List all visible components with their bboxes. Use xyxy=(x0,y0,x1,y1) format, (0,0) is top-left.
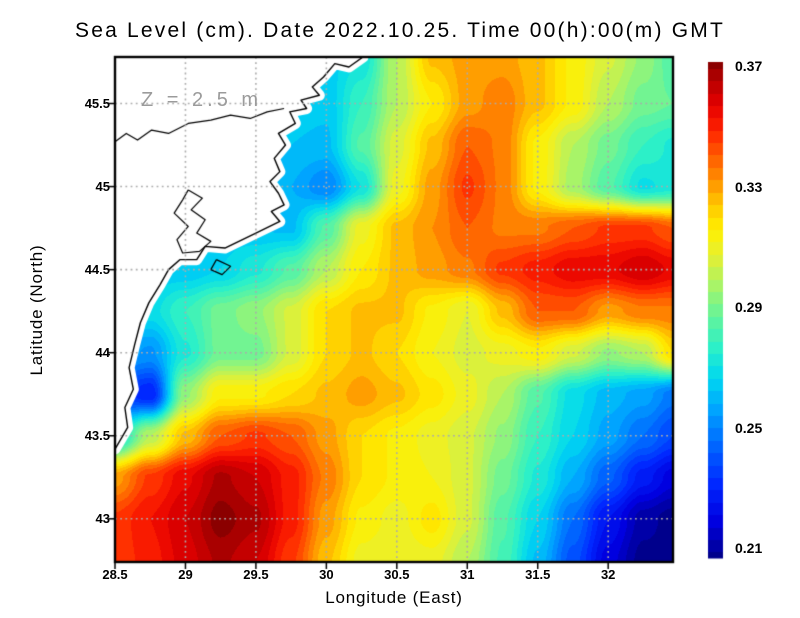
colorbar-tick-label: 0.29 xyxy=(735,299,763,315)
x-tick-label: 29.5 xyxy=(243,567,269,582)
x-tick-label: 31.5 xyxy=(525,567,551,582)
colorbar-tick-label: 0.21 xyxy=(735,540,763,556)
x-tick-label: 30.5 xyxy=(384,567,410,582)
x-tick-label: 31 xyxy=(460,567,475,582)
chart-title: Sea Level (cm). Date 2022.10.25. Time 00… xyxy=(75,19,725,42)
y-tick-label: 43 xyxy=(95,510,110,526)
y-tick-label: 43.5 xyxy=(84,427,110,443)
x-axis-label: Longitude (East) xyxy=(325,588,463,607)
colorbar-tick-label: 0.37 xyxy=(735,58,763,74)
x-tick-label: 28.5 xyxy=(102,567,128,582)
x-tick-label: 30 xyxy=(319,567,334,582)
x-tick-label: 32 xyxy=(600,567,616,582)
x-tick-label: 29 xyxy=(178,567,193,582)
y-tick-label: 45 xyxy=(95,178,110,194)
y-tick-label: 44.5 xyxy=(84,261,110,277)
colorbar-tick-label: 0.25 xyxy=(735,419,763,436)
colorbar-tick-label: 0.33 xyxy=(735,178,763,195)
y-tick-label: 44 xyxy=(95,344,110,360)
y-tick-label: 45.5 xyxy=(84,95,110,111)
y-axis-label: Latitude (North) xyxy=(27,244,46,376)
depth-annotation: Z = 2.5 m xyxy=(141,89,263,111)
